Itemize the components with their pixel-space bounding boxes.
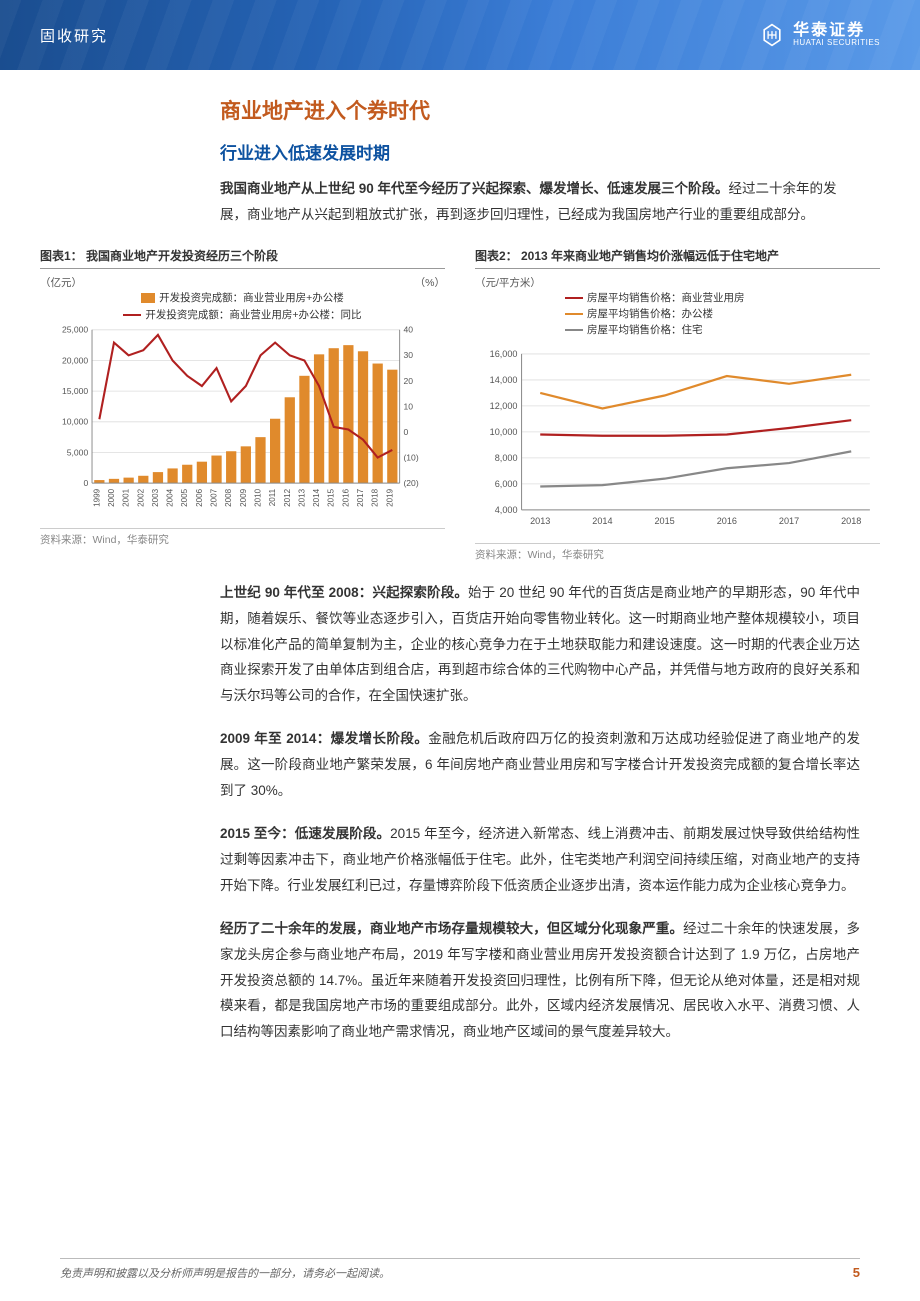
logo-en: HUATAI SECURITIES [793,39,880,48]
chart2-panel: 图表2： 2013 年来商业地产销售均价涨幅远低于住宅地产 （元/平方米） 房屋… [475,247,880,562]
svg-text:20: 20 [403,376,413,386]
footer-disclaimer: 免责声明和披露以及分析师声明是报告的一部分，请务必一起阅读。 [60,1265,390,1281]
svg-text:2000: 2000 [107,489,116,507]
chart2-svg: 4,000 6,000 8,000 10,000 12,000 14,000 16,000 2… [475,341,880,541]
svg-text:2013: 2013 [530,516,550,526]
chart1-svg: 05,00010,00015,00020,00025,000(20)(10)01… [40,326,445,526]
chart1-title: 图表1： 我国商业地产开发投资经历三个阶段 [40,247,445,269]
svg-text:25,000: 25,000 [62,326,88,335]
svg-text:2011: 2011 [268,489,277,507]
svg-text:2018: 2018 [371,489,380,507]
svg-text:8,000: 8,000 [495,453,518,463]
svg-text:10: 10 [403,402,413,412]
chart1-panel: 图表1： 我国商业地产开发投资经历三个阶段 （亿元） （%） 开发投资完成额：商… [40,247,445,562]
svg-text:2014: 2014 [312,489,321,507]
svg-text:5,000: 5,000 [67,448,89,458]
logo-cn: 华泰证券 [793,22,880,40]
chart1-legend: 开发投资完成额：商业营业用房+办公楼 开发投资完成额：商业营业用房+办公楼：同比 [40,290,445,322]
svg-text:2017: 2017 [779,516,799,526]
chart1-left-unit: （亿元） [40,275,82,290]
paragraph-4: 经历了二十余年的发展，商业地产市场存量规模较大，但区域分化现象严重。经过二十余年… [220,916,860,1044]
chart2-title: 图表2： 2013 年来商业地产销售均价涨幅远低于住宅地产 [475,247,880,269]
svg-text:2016: 2016 [341,489,350,507]
report-header: 固收研究 华泰证券 HUATAI SECURITIES [0,0,920,70]
chart2-legend: 房屋平均销售价格：商业营业用房 房屋平均销售价格：办公楼 房屋平均销售价格：住宅 [475,290,880,337]
svg-text:2017: 2017 [356,489,365,507]
logo-icon [759,22,785,48]
svg-text:2009: 2009 [239,489,248,507]
svg-text:0: 0 [403,427,408,437]
svg-text:(10): (10) [403,453,418,463]
svg-text:2013: 2013 [297,489,306,507]
svg-text:2019: 2019 [385,489,394,507]
svg-text:2012: 2012 [283,489,292,507]
svg-text:2018: 2018 [841,516,861,526]
paragraph-3: 2015 至今：低速发展阶段。2015 年至今，经济进入新常态、线上消费冲击、前… [220,821,860,898]
svg-text:10,000: 10,000 [490,427,518,437]
svg-text:30: 30 [403,351,413,361]
svg-text:16,000: 16,000 [490,349,518,359]
svg-text:2015: 2015 [654,516,674,526]
svg-text:2001: 2001 [122,489,131,507]
svg-text:12,000: 12,000 [490,401,518,411]
report-category: 固收研究 [40,25,108,46]
svg-text:1999: 1999 [92,489,101,507]
svg-text:14,000: 14,000 [490,375,518,385]
svg-text:4,000: 4,000 [495,505,518,515]
paragraph-1: 上世纪 90 年代至 2008：兴起探索阶段。始于 20 世纪 90 年代的百货… [220,580,860,708]
svg-text:2002: 2002 [136,489,145,507]
section-subtitle: 行业进入低速发展时期 [220,139,860,164]
svg-text:2007: 2007 [210,489,219,507]
page-number: 5 [853,1265,860,1281]
paragraph-2: 2009 年至 2014：爆发增长阶段。金融危机后政府四万亿的投资刺激和万达成功… [220,726,860,803]
svg-text:20,000: 20,000 [62,356,88,366]
svg-text:2015: 2015 [327,489,336,507]
svg-text:0: 0 [83,478,88,488]
svg-text:2004: 2004 [166,489,175,507]
svg-text:10,000: 10,000 [62,417,88,427]
chart2-left-unit: （元/平方米） [475,275,541,290]
svg-text:2005: 2005 [180,489,189,507]
svg-text:2014: 2014 [592,516,612,526]
intro-paragraph: 我国商业地产从上世纪 90 年代至今经历了兴起探索、爆发增长、低速发展三个阶段。… [220,176,860,227]
svg-text:6,000: 6,000 [495,479,518,489]
company-logo: 华泰证券 HUATAI SECURITIES [759,22,880,48]
svg-text:2006: 2006 [195,489,204,507]
chart1-right-unit: （%） [415,275,445,290]
svg-text:2010: 2010 [253,489,262,507]
svg-text:15,000: 15,000 [62,386,88,396]
chart2-source: 资料来源：Wind，华泰研究 [475,543,880,562]
svg-text:2003: 2003 [151,489,160,507]
chart1-source: 资料来源：Wind，华泰研究 [40,528,445,547]
section-title: 商业地产进入个券时代 [220,95,860,125]
svg-text:2008: 2008 [224,489,233,507]
page-footer: 免责声明和披露以及分析师声明是报告的一部分，请务必一起阅读。 5 [60,1258,860,1281]
svg-text:2016: 2016 [717,516,737,526]
svg-text:40: 40 [403,326,413,335]
svg-text:(20): (20) [403,478,418,488]
